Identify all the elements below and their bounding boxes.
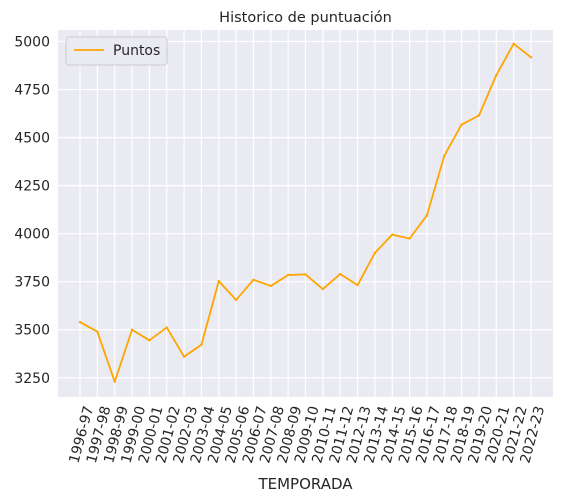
- data-point: [391, 233, 394, 236]
- data-point: [234, 298, 238, 302]
- data-point: [113, 380, 116, 383]
- data-point: [425, 214, 429, 217]
- data-point: [321, 287, 325, 291]
- y-tick-label: 3250: [14, 371, 50, 387]
- y-tick-label: 5000: [14, 35, 50, 51]
- y-tick-label: 4250: [14, 179, 50, 195]
- y-tick-label: 3500: [14, 323, 50, 339]
- data-point: [96, 330, 99, 333]
- data-point: [200, 343, 203, 346]
- legend: Puntos: [65, 36, 168, 66]
- data-point: [408, 237, 411, 240]
- series-layer: [78, 42, 533, 383]
- data-point: [443, 154, 446, 158]
- data-point: [373, 251, 377, 255]
- legend-frame: [65, 36, 168, 66]
- data-point: [130, 328, 134, 331]
- data-point: [286, 273, 290, 277]
- data-point: [148, 339, 151, 342]
- chart-title: Historico de puntuación: [219, 10, 392, 26]
- grid: [58, 30, 553, 397]
- data-point: [460, 123, 463, 126]
- data-point: [338, 272, 342, 276]
- x-axis-title: TEMPORADA: [257, 475, 353, 493]
- data-point: [529, 56, 533, 59]
- data-point: [78, 320, 82, 324]
- data-point: [512, 42, 515, 46]
- legend-label-puntos: Puntos: [113, 43, 160, 59]
- y-tick-label: 3750: [14, 275, 50, 291]
- y-tick-label: 4500: [14, 131, 50, 147]
- data-point: [477, 114, 481, 117]
- y-tick-label: 4000: [14, 227, 50, 243]
- data-point: [182, 355, 186, 358]
- data-point: [252, 278, 255, 281]
- data-point: [217, 279, 220, 283]
- y-axis: 3250 3500 3750 4000 4250 4500 4750 5000: [14, 35, 50, 387]
- data-point: [165, 326, 168, 329]
- y-tick-label: 4750: [14, 83, 50, 99]
- data-point: [495, 73, 498, 77]
- data-point: [356, 283, 359, 287]
- x-axis: 1996-971997-981998-991999-002000-012001-…: [67, 404, 549, 465]
- data-point: [269, 284, 273, 288]
- data-point: [304, 273, 307, 276]
